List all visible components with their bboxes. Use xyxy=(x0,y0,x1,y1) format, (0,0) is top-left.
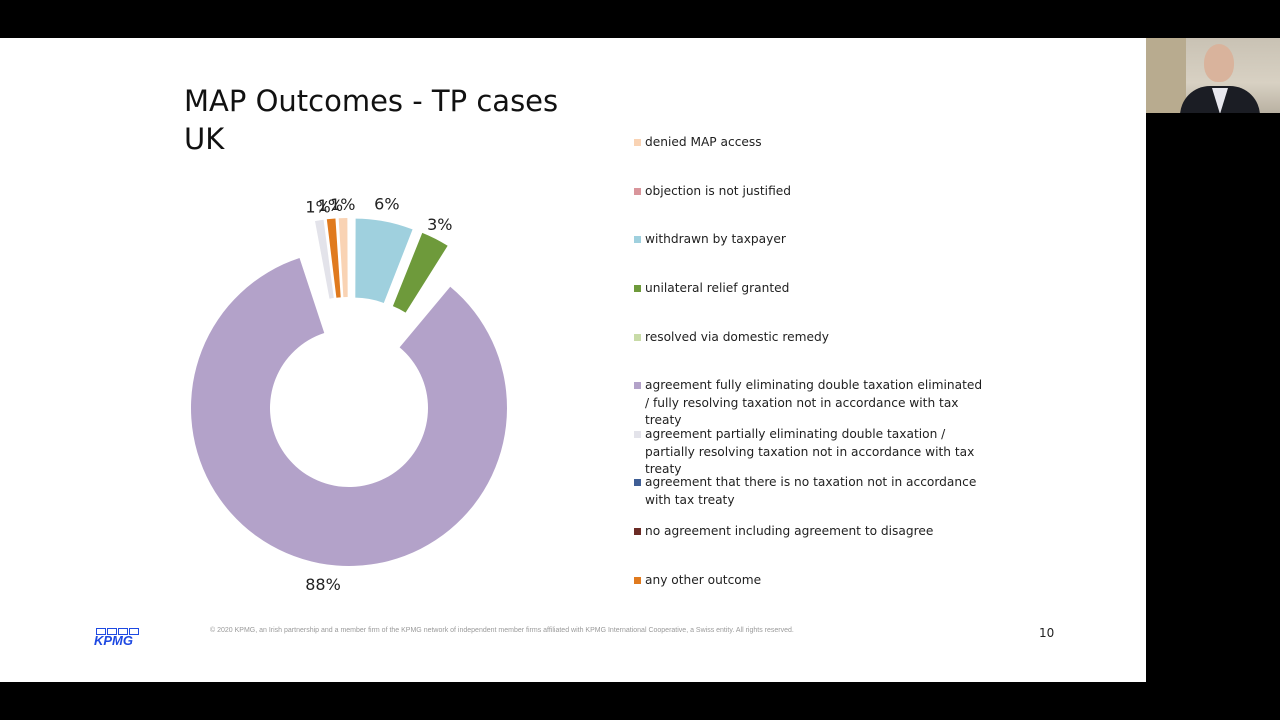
legend-label: no agreement including agreement to disa… xyxy=(645,524,934,538)
legend-label: unilateral relief granted xyxy=(645,281,790,295)
data-label-unilateral-relief-granted: 3% xyxy=(427,215,452,234)
legend-swatch xyxy=(634,382,641,389)
legend-swatch xyxy=(634,528,641,535)
data-label-withdrawn-by-taxpayer: 6% xyxy=(374,195,399,214)
page-number: 10 xyxy=(1039,626,1055,640)
copyright-footer: © 2020 KPMG, an Irish partnership and a … xyxy=(210,627,794,634)
legend-label: denied MAP access xyxy=(645,135,762,149)
slice-any-other-outcome xyxy=(326,218,341,298)
legend-swatch xyxy=(634,577,641,584)
legend-swatch xyxy=(634,188,641,195)
legend-item-denied-map-access: denied MAP access xyxy=(634,134,984,152)
legend-swatch xyxy=(634,431,641,438)
legend-item-objection-is-not-justified: objection is not justified xyxy=(634,183,984,201)
legend-item-resolved-via-domestic-remedy: resolved via domestic remedy xyxy=(634,329,984,347)
legend-item-no-agreement-including-agreement-to-disa: no agreement including agreement to disa… xyxy=(634,523,984,541)
slice-withdrawn-by-taxpayer xyxy=(355,218,413,303)
legend-item-unilateral-relief-granted: unilateral relief granted xyxy=(634,280,984,298)
legend-label: agreement that there is no taxation not … xyxy=(645,475,977,507)
data-label-agreement-partially-eliminating-double-t: 1% xyxy=(305,197,330,216)
legend-item-any-other-outcome: any other outcome xyxy=(634,572,984,590)
slice-unilateral-relief-granted xyxy=(392,232,448,313)
chart-data-labels: 6% 3% 88% 1%1%1% xyxy=(305,195,452,594)
legend-label: objection is not justified xyxy=(645,184,791,198)
legend-item-withdrawn-by-taxpayer: withdrawn by taxpayer xyxy=(634,231,984,249)
doughnut-chart: 6% 3% 88% 1%1%1% xyxy=(190,195,508,594)
presenter-video-icon xyxy=(1146,38,1280,113)
slide-title: MAP Outcomes - TP cases UK xyxy=(184,84,559,156)
chart-slices xyxy=(190,218,508,566)
kpmg-logo: KPMG xyxy=(94,628,142,648)
legend-swatch xyxy=(634,236,641,243)
slice-agreement-fully-eliminating-double-taxat xyxy=(190,257,508,566)
legend-swatch xyxy=(634,334,641,341)
data-label-denied-map-access: 1% xyxy=(330,195,355,214)
legend-label: withdrawn by taxpayer xyxy=(645,232,786,246)
data-label-agreement-fully-eliminating-double-taxat: 88% xyxy=(305,575,341,594)
legend-swatch xyxy=(634,479,641,486)
legend-label: agreement fully eliminating double taxat… xyxy=(645,378,983,427)
legend-label: any other outcome xyxy=(645,573,762,587)
slice-agreement-partially-eliminating-double-t xyxy=(315,219,334,299)
legend-item-agreement-that-there-is-no-taxation-not-: agreement that there is no taxation not … xyxy=(634,474,984,509)
data-label-any-other-outcome: 1% xyxy=(318,196,343,215)
slice-denied-map-access xyxy=(338,218,348,298)
legend-item-agreement-fully-eliminating-double-taxat: agreement fully eliminating double taxat… xyxy=(634,377,984,430)
slide: MAP Outcomes - TP cases UK 6% 3% 88% 1% 1% 1%… xyxy=(0,38,1146,682)
legend-label: resolved via domestic remedy xyxy=(645,330,829,344)
legend-swatch xyxy=(634,285,641,292)
legend-swatch xyxy=(634,139,641,146)
legend-label: agreement partially eliminating double t… xyxy=(645,427,975,476)
logo-text: KPMG xyxy=(94,633,133,648)
legend-item-agreement-partially-eliminating-double-t: agreement partially eliminating double t… xyxy=(634,426,984,479)
